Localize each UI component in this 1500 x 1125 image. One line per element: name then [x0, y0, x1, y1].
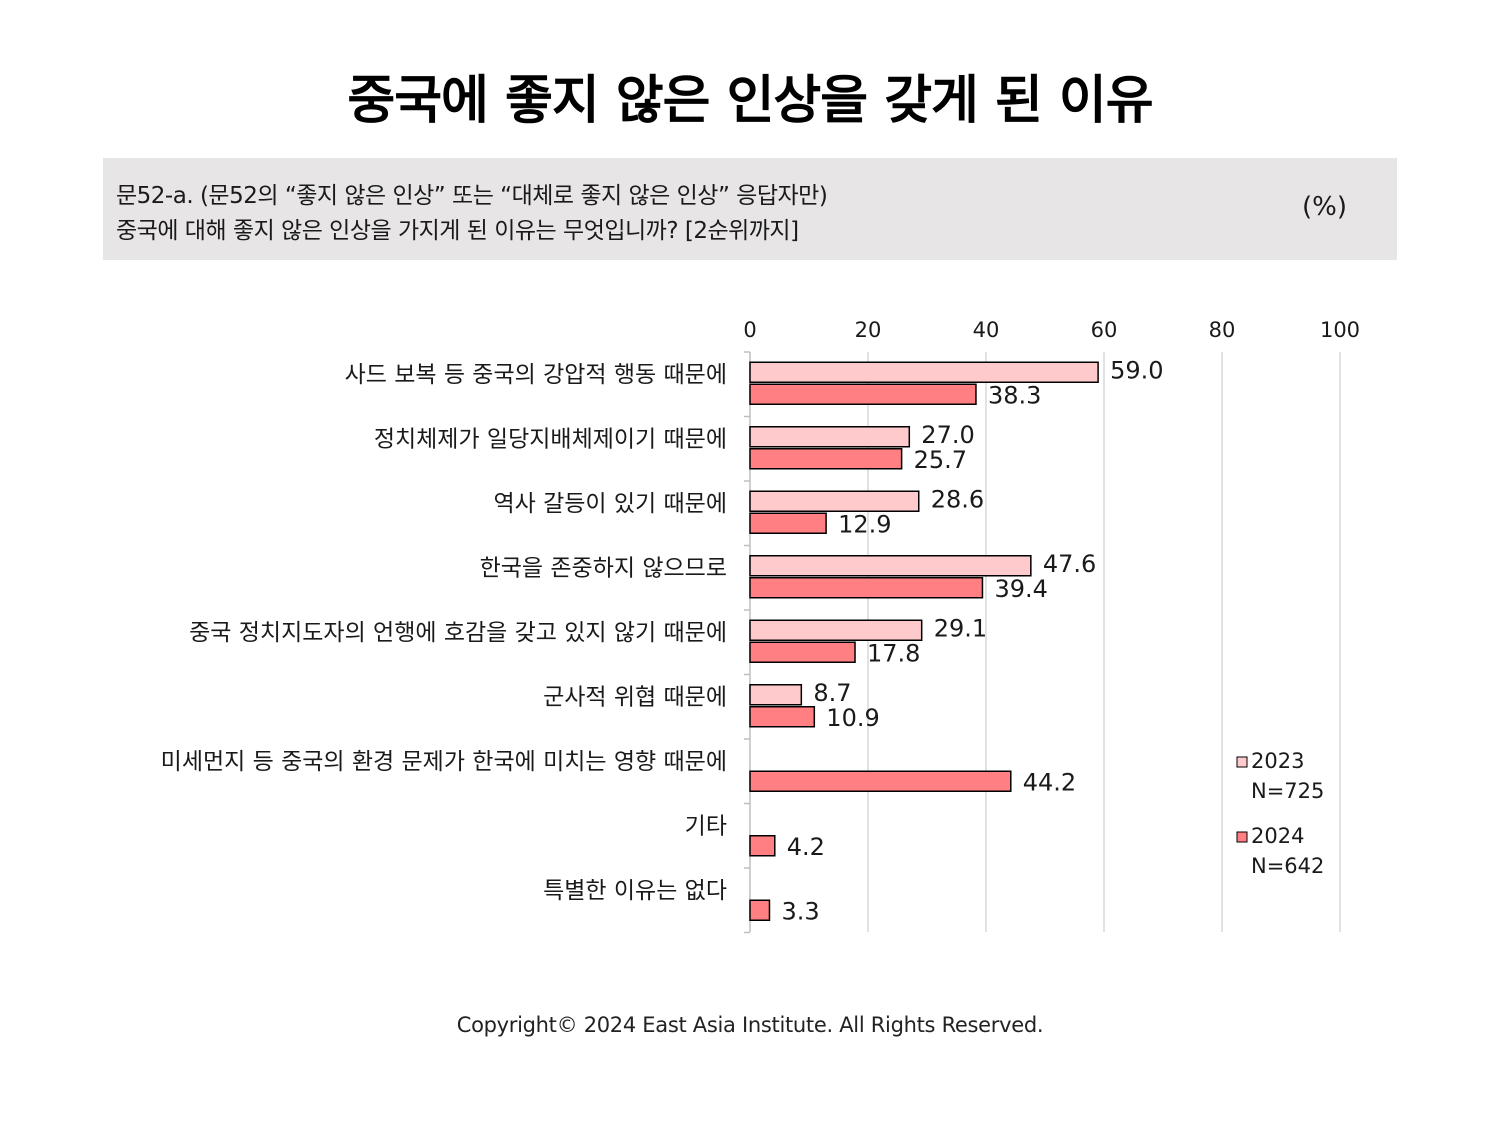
category-label: 군사적 위협 때문에	[543, 684, 727, 710]
bar-2024	[749, 641, 856, 663]
bar-2024	[749, 835, 776, 857]
copyright-footer: Copyright© 2024 East Asia Institute. All…	[456, 1013, 1044, 1037]
category-label: 기타	[685, 813, 727, 839]
bar-2024	[749, 706, 816, 728]
bar-2024	[749, 512, 827, 534]
category-label: 사드 보복 등 중국의 강압적 행동 때문에	[345, 362, 727, 388]
legend-label-2023: 2023	[1251, 749, 1304, 773]
data-label-2024: 38.3	[988, 381, 1041, 409]
data-label-2024: 10.9	[826, 704, 879, 732]
legend-swatch-2023	[1236, 756, 1248, 768]
bar-2023	[749, 490, 920, 512]
bar-2023	[749, 684, 803, 706]
data-label-2024: 3.3	[781, 897, 819, 925]
bar-2024	[749, 383, 977, 405]
bar-2024	[749, 577, 984, 599]
x-tick-label: 0	[743, 318, 756, 342]
legend-label-2024: 2024	[1251, 824, 1304, 848]
x-tick-label: 20	[855, 318, 882, 342]
data-label-2023: 8.7	[813, 679, 851, 707]
category-label: 특별한 이유는 없다	[543, 878, 727, 904]
data-label-2024: 44.2	[1023, 768, 1076, 796]
bar-2023	[749, 619, 923, 641]
data-label-2024: 4.2	[787, 833, 825, 861]
data-label-2024: 39.4	[994, 575, 1047, 603]
data-label-2024: 17.8	[867, 639, 920, 667]
bar-2023	[749, 555, 1032, 577]
category-label: 한국을 존중하지 않으므로	[480, 555, 727, 581]
x-tick-label: 100	[1320, 318, 1360, 342]
page-title: 중국에 좋지 않은 인상을 갖게 된 이유	[347, 71, 1153, 131]
category-label: 미세먼지 등 중국의 환경 문제가 한국에 미치는 영향 때문에	[161, 749, 727, 775]
x-tick-label: 40	[973, 318, 1000, 342]
legend-sample-2023: N=725	[1251, 779, 1324, 803]
bar-2023	[749, 361, 1099, 383]
x-tick-label: 80	[1209, 318, 1236, 342]
question-box: 문52-a. (문52의 “좋지 않은 인상” 또는 “대체로 좋지 않은 인상…	[103, 158, 1397, 260]
unit-label: (%)	[1302, 192, 1347, 222]
bar-2024	[749, 448, 903, 470]
legend-sample-2024: N=642	[1251, 854, 1324, 878]
data-label-2023: 28.6	[931, 485, 984, 513]
data-label-2023: 27.0	[921, 421, 974, 449]
data-label-2023: 59.0	[1110, 356, 1163, 384]
data-label-2024: 12.9	[838, 510, 891, 538]
data-label-2024: 25.7	[914, 446, 967, 474]
category-label: 중국 정치지도자의 언행에 호감을 갖고 있지 않기 때문에	[189, 620, 727, 646]
bar-2024	[749, 899, 771, 921]
x-tick-label: 60	[1091, 318, 1118, 342]
category-label: 정치체제가 일당지배체제이기 때문에	[374, 426, 727, 452]
question-text-line-1: 문52-a. (문52의 “좋지 않은 인상” 또는 “대체로 좋지 않은 인상…	[116, 183, 828, 209]
question-text-line-2: 중국에 대해 좋지 않은 인상을 가지게 된 이유는 무엇입니까? [2순위까지…	[116, 218, 799, 244]
category-label: 역사 갈등이 있기 때문에	[493, 491, 727, 517]
data-label-2023: 47.6	[1043, 550, 1096, 578]
data-label-2023: 29.1	[934, 614, 987, 642]
bar-2023	[749, 426, 911, 448]
bar-2024	[749, 770, 1012, 792]
legend-swatch-2024	[1236, 831, 1248, 843]
